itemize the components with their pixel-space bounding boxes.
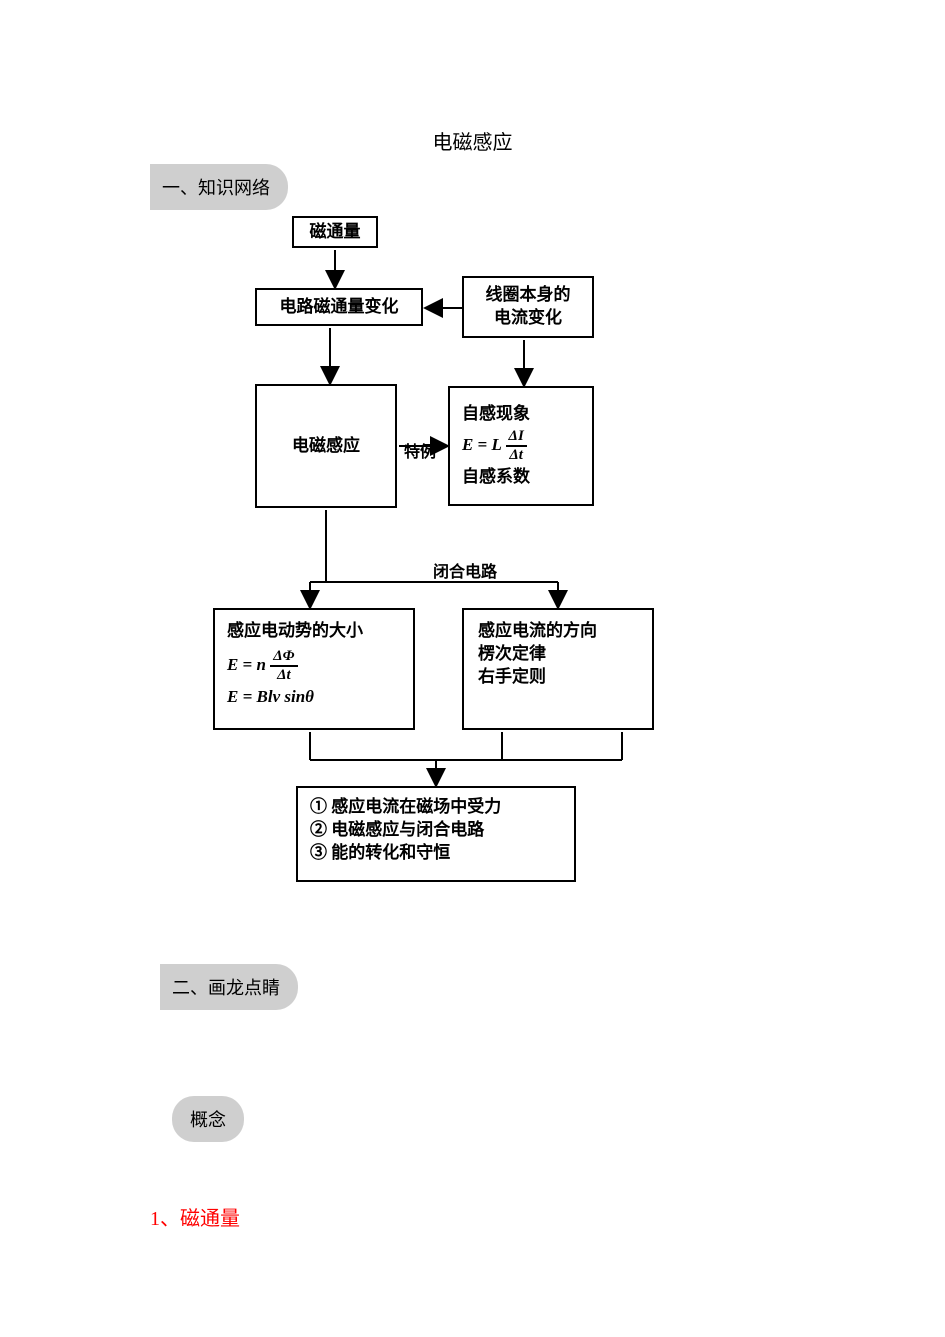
node-circuit-flux-change: 电路磁通量变化 [255,288,423,326]
document-page: 电磁感应 一、知识网络 [0,0,945,1337]
page-title: 电磁感应 [0,126,945,155]
section-heading-2: 二、画龙点睛 [160,964,298,1010]
current-dir-line2: 楞次定律 [478,643,638,666]
summary-line2: ② 电磁感应与闭合电路 [310,819,562,842]
node-emf-magnitude: 感应电动势的大小 E = n ΔΦ Δt E = Blv sinθ [213,608,415,730]
edge-label-closed-circuit: 闭合电路 [433,558,497,582]
node-coil-current-change: 线圈本身的 电流变化 [462,276,594,338]
knowledge-flowchart: 磁通量 电路磁通量变化 线圈本身的 电流变化 电磁感应 自感现象 E = L Δ… [180,216,770,926]
current-dir-line3: 右手定则 [478,666,638,689]
emf-title: 感应电动势的大小 [227,620,401,643]
self-induction-line3: 自感系数 [462,466,580,489]
node-coil-current-change-text: 线圈本身的 电流变化 [486,284,571,330]
summary-line1: ① 感应电流在磁场中受力 [310,796,562,819]
edge-label-special-case: 特例 [404,438,436,462]
emf-formula-1: E = n ΔΦ Δt [227,649,401,683]
topic-heading-1: 1、磁通量 [150,1202,240,1231]
node-current-direction: 感应电流的方向 楞次定律 右手定则 [462,608,654,730]
summary-line3: ③ 能的转化和守恒 [310,842,562,865]
node-self-induction: 自感现象 E = L ΔI Δt 自感系数 [448,386,594,506]
node-em-induction: 电磁感应 [255,384,397,508]
node-magnetic-flux: 磁通量 [292,216,378,248]
section-heading-1: 一、知识网络 [150,164,288,210]
concept-chip: 概念 [172,1096,244,1142]
self-induction-line1: 自感现象 [462,403,580,426]
emf-formula-2: E = Blv sinθ [227,686,401,709]
self-induction-formula: E = L ΔI Δt [462,429,580,463]
node-summary: ① 感应电流在磁场中受力 ② 电磁感应与闭合电路 ③ 能的转化和守恒 [296,786,576,882]
current-dir-line1: 感应电流的方向 [478,620,638,643]
